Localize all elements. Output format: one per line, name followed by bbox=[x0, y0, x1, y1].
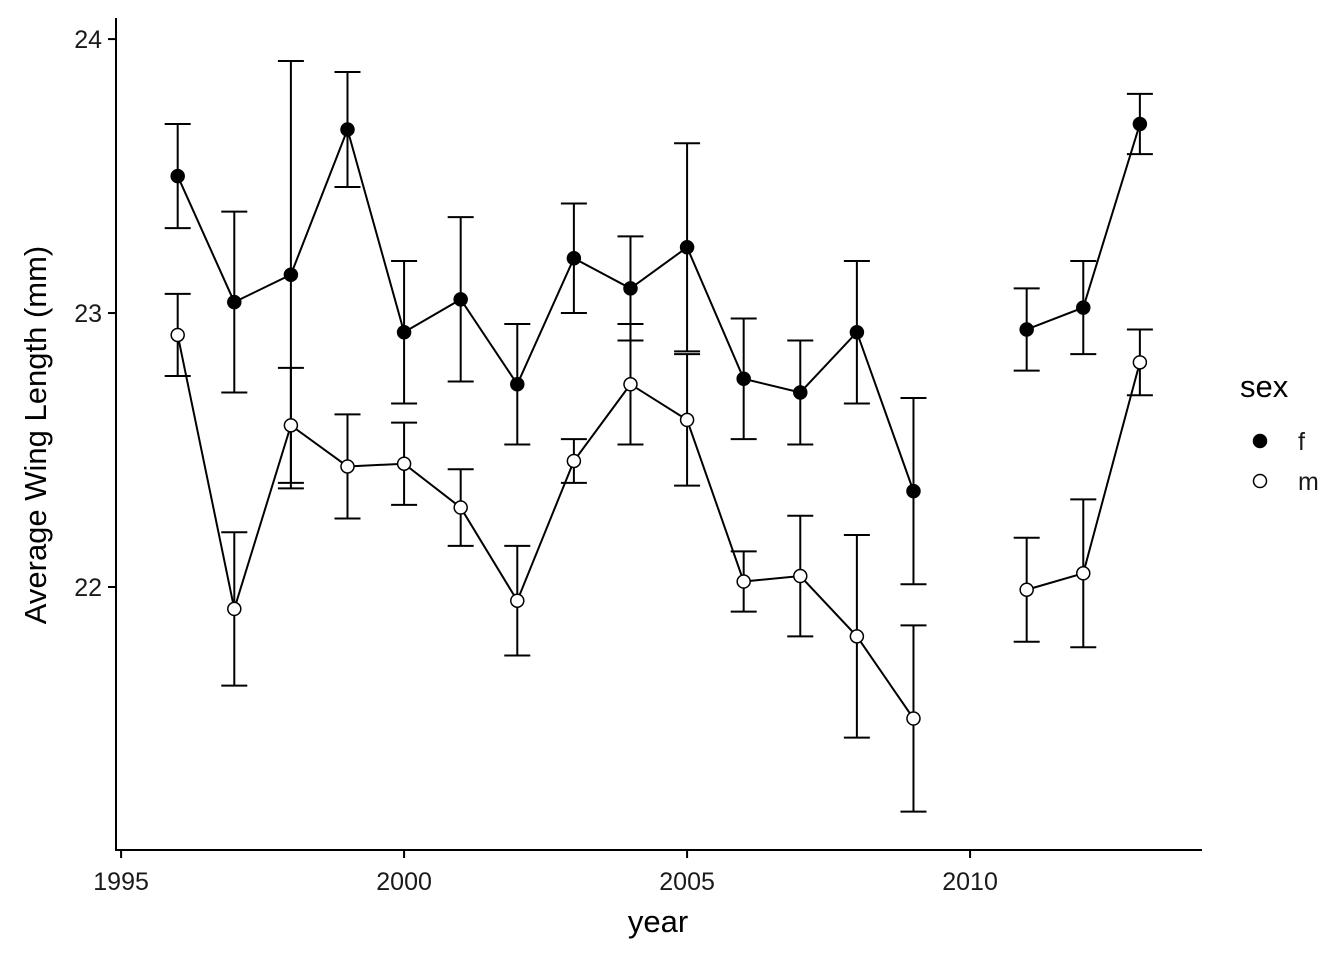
legend-label: f bbox=[1298, 428, 1305, 456]
point bbox=[793, 385, 808, 400]
series-line bbox=[176, 123, 1141, 492]
y-tick-label: 24 bbox=[74, 26, 102, 54]
point bbox=[1019, 322, 1034, 337]
point bbox=[340, 459, 355, 474]
point bbox=[679, 412, 695, 428]
point bbox=[623, 281, 638, 296]
point bbox=[510, 593, 525, 608]
y-axis-title: Average Wing Length (mm) bbox=[18, 246, 53, 624]
legend-marker bbox=[1252, 433, 1268, 449]
point bbox=[340, 122, 355, 137]
x-axis-title: year bbox=[628, 904, 688, 939]
point bbox=[1076, 566, 1091, 581]
point bbox=[623, 377, 638, 392]
point bbox=[1019, 582, 1034, 597]
point bbox=[283, 267, 299, 282]
point bbox=[227, 294, 242, 310]
legend-title: sex bbox=[1240, 369, 1289, 404]
point bbox=[396, 456, 412, 471]
series-line bbox=[176, 334, 1141, 720]
x-tick-label: 1995 bbox=[93, 868, 149, 896]
point bbox=[736, 371, 751, 387]
y-tick-label: 23 bbox=[74, 300, 102, 328]
point bbox=[793, 568, 808, 584]
x-tick-label: 2005 bbox=[659, 868, 715, 896]
point bbox=[170, 168, 185, 184]
point bbox=[566, 251, 582, 266]
point bbox=[679, 240, 695, 255]
point bbox=[906, 483, 921, 499]
legend-marker bbox=[1252, 473, 1268, 489]
point bbox=[396, 324, 412, 340]
x-tick-label: 2010 bbox=[942, 868, 998, 896]
point bbox=[170, 327, 185, 343]
point bbox=[453, 500, 468, 515]
point bbox=[283, 418, 299, 433]
point bbox=[510, 377, 525, 392]
point bbox=[227, 601, 242, 617]
point bbox=[1132, 116, 1148, 132]
point bbox=[906, 711, 921, 726]
x-tick-label: 2000 bbox=[376, 868, 432, 896]
point bbox=[736, 574, 751, 589]
point bbox=[849, 324, 865, 340]
legend-label: m bbox=[1298, 468, 1319, 496]
point bbox=[566, 453, 582, 469]
point bbox=[453, 292, 468, 307]
point bbox=[1076, 300, 1091, 315]
y-tick-label: 22 bbox=[74, 574, 102, 602]
point bbox=[1132, 355, 1148, 370]
point bbox=[849, 629, 865, 644]
